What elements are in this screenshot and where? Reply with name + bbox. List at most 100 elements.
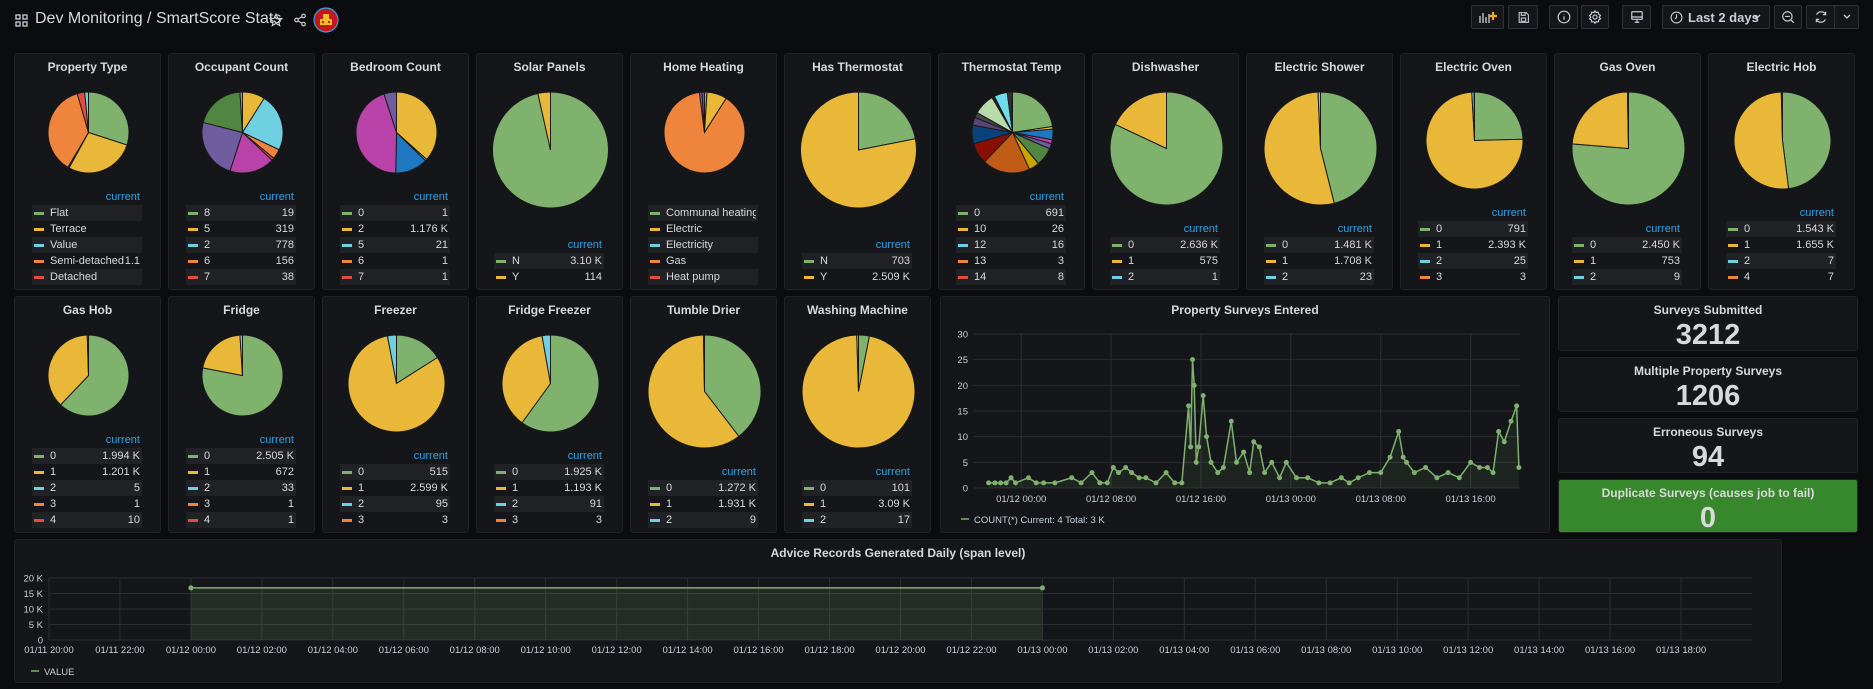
stat-title[interactable]: Surveys Submitted — [1653, 303, 1763, 317]
data-point[interactable] — [188, 585, 194, 591]
time-picker[interactable]: Last 2 days — [1662, 5, 1770, 29]
legend-item[interactable]: Y 114 — [494, 269, 604, 285]
legend-item[interactable]: 1 2.393 K — [1418, 237, 1528, 253]
data-point[interactable] — [1129, 470, 1135, 476]
data-point[interactable] — [1104, 480, 1110, 486]
legend-item[interactable]: 0 2.636 K — [1110, 237, 1220, 253]
data-point[interactable] — [1078, 480, 1084, 486]
legend-item[interactable]: 1 672 — [186, 464, 296, 480]
stat-title[interactable]: Duplicate Surveys (causes job to fail) — [1601, 486, 1815, 500]
legend-header-current[interactable]: current — [875, 239, 910, 251]
panel-title[interactable]: Gas Oven — [1599, 60, 1656, 74]
data-point[interactable] — [1163, 470, 1169, 476]
legend-header-current[interactable]: current — [413, 450, 448, 462]
legend-item[interactable]: 5 21 — [340, 237, 450, 253]
legend-item[interactable]: 1 1.708 K — [1264, 253, 1374, 269]
data-point[interactable] — [1283, 459, 1289, 465]
data-point[interactable] — [1251, 439, 1257, 445]
legend-item[interactable]: 1 1.193 K — [494, 480, 604, 496]
pie-slice[interactable] — [541, 334, 551, 384]
data-point[interactable] — [1262, 470, 1268, 476]
data-point[interactable] — [986, 480, 992, 486]
legend-item[interactable]: 0 791 — [1418, 221, 1528, 237]
legend-header-current[interactable]: current — [259, 434, 294, 446]
panel-title[interactable]: Electric Hob — [1746, 60, 1817, 74]
legend-item[interactable]: 4 10 — [32, 512, 142, 528]
legend-item[interactable]: 1 753 — [1572, 253, 1682, 269]
legend-item[interactable]: Communal heating — [648, 205, 758, 221]
pie-slice[interactable] — [386, 334, 397, 384]
pie-slice[interactable] — [396, 91, 438, 161]
pie-slice[interactable] — [202, 334, 244, 377]
pie-slice[interactable] — [858, 91, 916, 151]
data-point[interactable] — [1387, 454, 1393, 460]
legend-header-current[interactable]: current — [105, 434, 140, 446]
panel-title[interactable]: Freezer — [374, 303, 417, 317]
data-point[interactable] — [1456, 475, 1462, 481]
legend-item[interactable]: 2 17 — [802, 512, 912, 528]
data-point[interactable] — [1039, 585, 1045, 591]
pie-slice[interactable] — [1733, 91, 1790, 190]
legend-item[interactable]: 0 1.994 K — [32, 448, 142, 464]
legend-header-current[interactable]: current — [1337, 223, 1372, 235]
pie-slice[interactable] — [983, 131, 1031, 174]
data-point[interactable] — [1396, 429, 1402, 435]
data-point[interactable] — [1204, 434, 1210, 440]
pie-slice[interactable] — [537, 91, 551, 151]
data-point[interactable] — [1514, 403, 1520, 409]
data-point[interactable] — [1293, 475, 1299, 481]
data-point[interactable] — [1089, 470, 1095, 476]
pie-slice[interactable] — [1782, 91, 1832, 190]
data-point[interactable] — [1123, 464, 1129, 470]
data-point[interactable] — [1355, 475, 1361, 481]
pie-slice[interactable] — [47, 92, 90, 169]
data-point[interactable] — [1200, 393, 1206, 399]
data-point[interactable] — [1215, 470, 1221, 476]
pie-slice[interactable] — [1781, 91, 1783, 141]
data-point[interactable] — [1172, 480, 1178, 486]
legend-header-current[interactable]: current — [567, 450, 602, 462]
panel-title[interactable]: Gas Hob — [62, 303, 113, 317]
panel-title[interactable]: Washing Machine — [807, 303, 908, 317]
legend-item[interactable]: 5 319 — [186, 221, 296, 237]
legend-item[interactable]: 1 1.931 K — [648, 496, 758, 512]
data-point[interactable] — [1501, 439, 1507, 445]
data-point[interactable] — [1234, 459, 1240, 465]
data-point[interactable] — [1256, 444, 1262, 450]
panel-title[interactable]: Electric Oven — [1435, 60, 1512, 74]
legend-item[interactable]: 8 19 — [186, 205, 296, 221]
data-point[interactable] — [1496, 429, 1502, 435]
data-point[interactable] — [1516, 464, 1522, 470]
legend-item[interactable]: 2 23 — [1264, 269, 1374, 285]
data-point[interactable] — [1468, 459, 1474, 465]
pie-slice[interactable] — [347, 335, 446, 433]
refresh-interval-dropdown[interactable] — [1834, 5, 1859, 29]
pie-slice[interactable] — [47, 334, 90, 406]
data-point[interactable] — [1033, 480, 1039, 486]
legend-item[interactable]: 0 691 — [956, 205, 1066, 221]
legend-item[interactable]: 2 1.176 K — [340, 221, 450, 237]
data-point[interactable] — [1269, 459, 1275, 465]
legend-item[interactable]: 2 33 — [186, 480, 296, 496]
share-icon[interactable] — [292, 12, 307, 27]
legend-item[interactable]: Terrace — [32, 221, 142, 237]
legend-item[interactable]: 6 156 — [186, 253, 296, 269]
legend-item[interactable]: 0 101 — [802, 480, 912, 496]
pie-slice[interactable] — [1263, 91, 1335, 206]
data-point[interactable] — [1241, 449, 1247, 455]
legend-header-current[interactable]: current — [1799, 207, 1834, 219]
avatar[interactable] — [313, 7, 339, 33]
data-point[interactable] — [1097, 480, 1103, 486]
data-point[interactable] — [1041, 480, 1047, 486]
data-point[interactable] — [1378, 470, 1384, 476]
data-point[interactable] — [1508, 418, 1514, 424]
pie-slice[interactable] — [1109, 91, 1224, 206]
stat-title[interactable]: Erroneous Surveys — [1652, 425, 1764, 439]
data-point[interactable] — [1346, 480, 1352, 486]
apps-grid-icon[interactable] — [14, 13, 28, 27]
data-point[interactable] — [1316, 480, 1322, 486]
